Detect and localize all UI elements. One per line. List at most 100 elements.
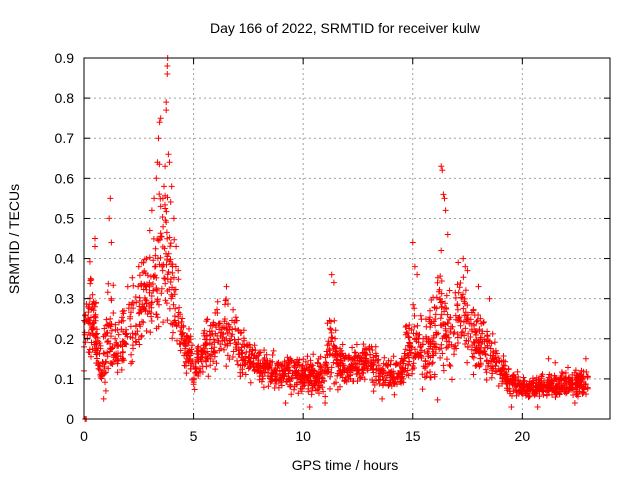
data-point: [163, 300, 170, 307]
data-point: [108, 327, 115, 334]
data-point: [171, 236, 178, 243]
data-point: [241, 343, 248, 350]
data-point: [582, 355, 589, 362]
data-point: [463, 318, 470, 325]
y-tick-label: 0.6: [55, 170, 75, 186]
data-point: [316, 363, 323, 370]
data-point: [344, 366, 351, 372]
data-point: [398, 378, 405, 385]
data-point: [108, 297, 115, 304]
data-point: [491, 339, 498, 346]
data-point: [409, 370, 416, 377]
data-point: [114, 343, 120, 350]
data-point: [304, 361, 311, 368]
data-point: [201, 327, 208, 334]
data-point: [437, 315, 444, 322]
data-point: [446, 287, 453, 294]
data-point: [169, 293, 176, 300]
data-point: [383, 362, 389, 368]
data-point: [563, 390, 569, 397]
data-point: [225, 301, 231, 307]
data-point: [238, 354, 245, 361]
data-point: [339, 362, 346, 369]
data-point: [123, 331, 129, 338]
data-point: [404, 330, 411, 337]
data-point: [156, 301, 162, 308]
data-point: [431, 340, 438, 347]
data-point: [249, 347, 256, 354]
data-point: [415, 351, 422, 357]
y-tick-label: 0.4: [55, 251, 75, 267]
data-point: [119, 349, 126, 356]
data-point: [187, 333, 194, 340]
data-point: [106, 215, 113, 222]
data-point: [129, 342, 136, 349]
data-point: [302, 375, 309, 382]
data-point: [135, 283, 142, 290]
data-point: [109, 344, 116, 351]
data-point: [571, 400, 578, 406]
data-point: [477, 315, 484, 322]
data-point: [406, 339, 413, 346]
data-point: [511, 376, 518, 383]
data-point: [577, 377, 584, 383]
data-point: [165, 151, 172, 158]
data-point: [447, 363, 454, 369]
data-point: [442, 300, 448, 307]
data-point: [471, 344, 478, 351]
data-point: [138, 333, 145, 340]
data-point: [152, 245, 159, 252]
data-point: [446, 361, 453, 368]
data-point: [108, 239, 115, 246]
data-point: [454, 302, 461, 309]
data-point: [174, 337, 180, 344]
data-point: [254, 353, 260, 360]
data-point: [439, 350, 446, 357]
data-point: [173, 322, 180, 329]
data-point: [388, 383, 395, 390]
data-point: [574, 383, 581, 390]
data-point: [151, 195, 158, 202]
data-point: [213, 360, 220, 367]
data-point: [324, 352, 331, 359]
data-point: [291, 362, 298, 369]
data-point: [454, 340, 461, 346]
data-point: [357, 374, 364, 381]
data-point: [105, 322, 112, 329]
data-point: [260, 384, 267, 391]
data-point: [158, 290, 165, 297]
data-point: [107, 315, 114, 322]
data-point: [440, 191, 447, 198]
data-point: [460, 305, 467, 312]
data-point: [255, 360, 262, 367]
data-point: [373, 366, 380, 372]
data-point: [512, 378, 519, 384]
data-point: [260, 363, 267, 370]
data-point: [159, 262, 165, 269]
data-point: [100, 395, 107, 402]
data-point: [307, 357, 314, 364]
data-point: [432, 311, 439, 318]
data-point: [451, 351, 457, 358]
data-point: [164, 253, 171, 260]
data-point: [418, 355, 425, 362]
data-point: [548, 382, 555, 389]
data-point: [180, 340, 187, 347]
data-point: [278, 374, 285, 381]
data-point: [208, 345, 215, 352]
data-point: [405, 342, 412, 349]
data-point: [266, 364, 272, 371]
data-point: [572, 367, 579, 374]
data-point: [245, 341, 251, 348]
data-point: [124, 283, 131, 290]
data-point: [161, 275, 168, 282]
data-point: [427, 354, 434, 361]
data-point: [230, 306, 237, 313]
data-point: [89, 305, 95, 312]
data-point: [261, 347, 268, 354]
data-point: [331, 380, 338, 387]
data-point: [127, 334, 134, 340]
data-point: [552, 359, 559, 366]
data-point: [235, 326, 242, 333]
data-point: [230, 348, 237, 355]
